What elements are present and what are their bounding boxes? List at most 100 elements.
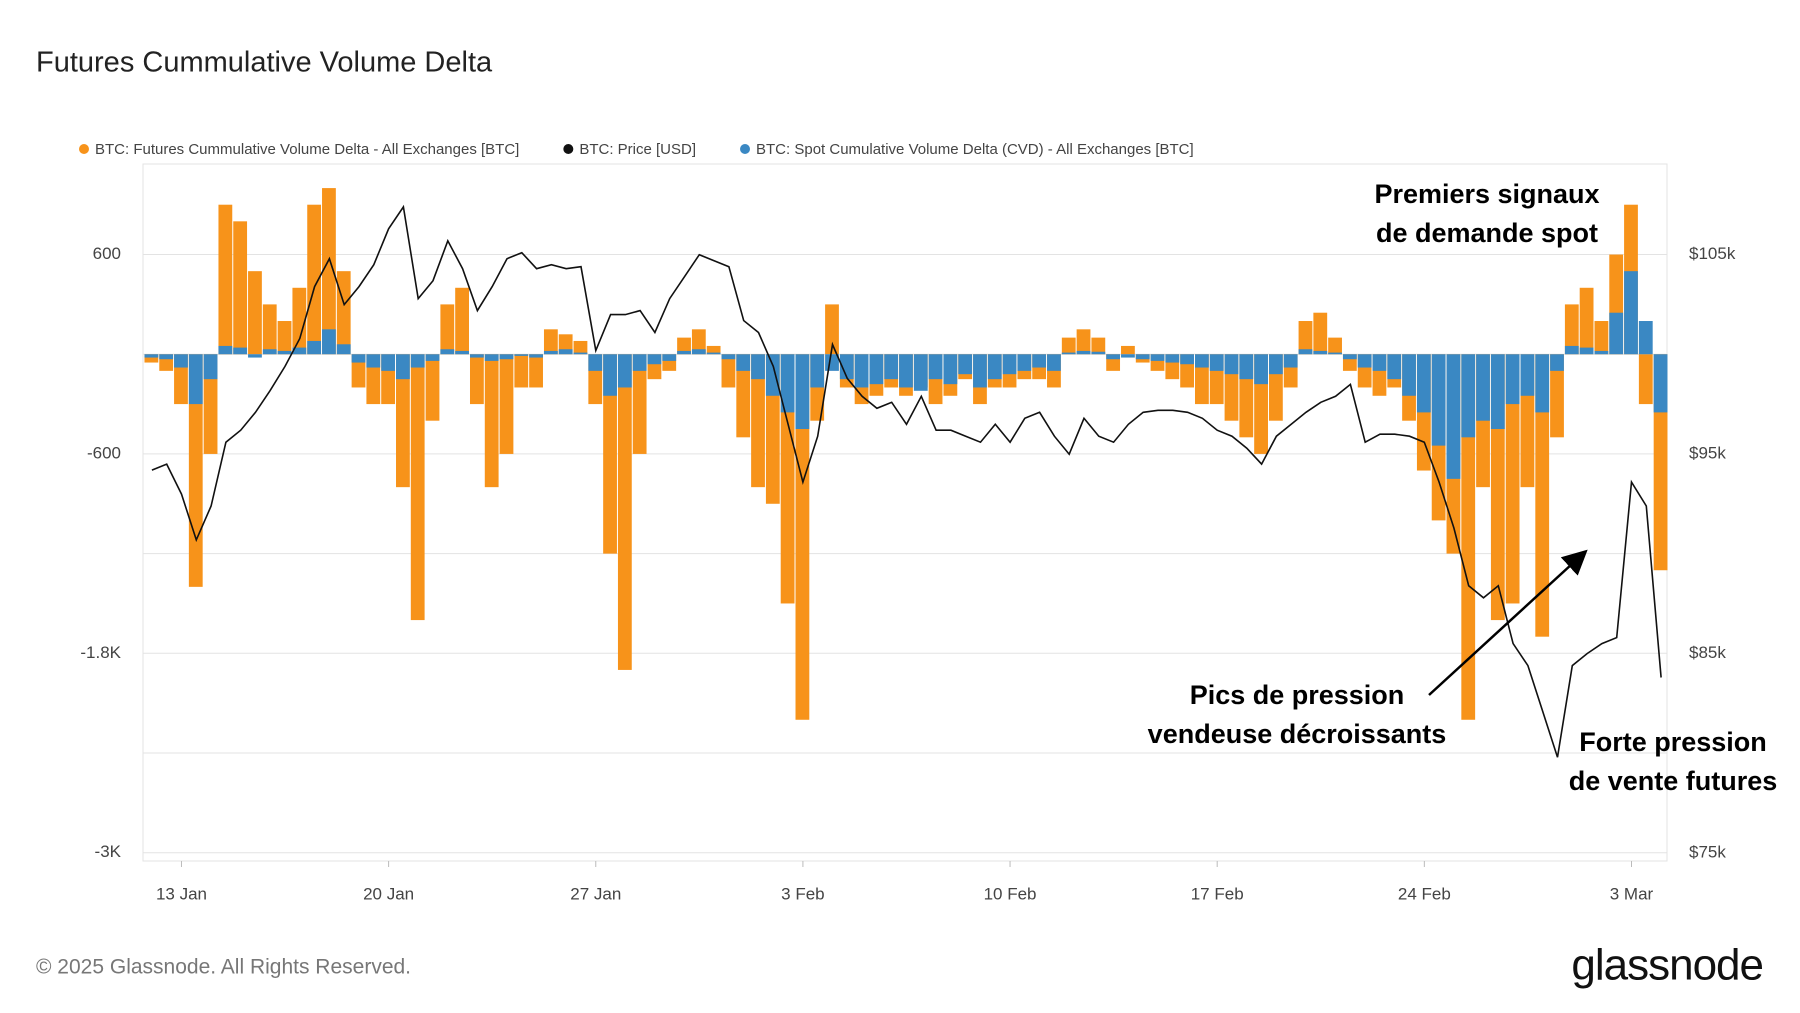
bar [1268,354,1283,375]
legend-label: BTC: Spot Cumulative Volume Delta (CVD) … [756,141,1194,158]
bar [484,354,499,361]
bar [1342,354,1357,360]
bar [632,354,647,454]
bar [514,354,529,356]
bar [1490,354,1505,430]
y2-tick-label: $75k [1689,843,1726,862]
bar [322,329,336,355]
bar [410,354,425,368]
bar [1076,329,1091,355]
bar [455,287,469,355]
legend-label: BTC: Price [USD] [579,141,696,158]
bar [1402,354,1416,396]
bar [1476,354,1490,421]
bar [1091,337,1106,355]
bar [1416,354,1431,413]
x-tick-label: 3 Feb [781,884,824,903]
bar [144,354,159,358]
bar [751,354,765,488]
bar [780,354,795,413]
bar [1328,352,1342,355]
bar [499,354,514,360]
bar [1047,354,1061,371]
bar [1550,354,1564,371]
bar [1594,350,1609,355]
annotation: Premiers signaux [1374,179,1599,209]
y2-tick-label: $95k [1689,444,1726,463]
bar [203,354,218,380]
bar [1387,354,1402,380]
y-tick-label: -3K [95,842,122,861]
bar [292,287,307,355]
bar [425,354,440,361]
bar [262,349,277,355]
bar [1017,354,1032,371]
bar [706,345,721,355]
bar [1624,271,1638,355]
bar [736,354,751,438]
bar [691,329,706,355]
bar [1505,354,1520,405]
bar [839,354,854,380]
bar [440,304,455,355]
bar [603,354,617,554]
x-tick-label: 3 Mar [1610,884,1654,903]
bar [662,354,677,361]
bar [174,354,188,368]
bar [1579,347,1594,355]
bar [218,345,233,355]
x-tick-label: 17 Feb [1191,884,1244,903]
bar [233,347,248,355]
x-tick-label: 27 Jan [570,884,621,903]
bar [484,354,499,488]
bar [1135,354,1150,360]
bar [928,354,943,380]
x-tick-label: 13 Jan [156,884,207,903]
bar [233,221,248,355]
bar [336,271,351,355]
bar [351,354,366,363]
logo: glassnode [1571,941,1763,990]
bar [1461,354,1476,438]
bar [1002,354,1017,375]
x-tick-label: 20 Jan [363,884,414,903]
bar [322,188,336,355]
bar [396,354,410,488]
bar [706,352,721,355]
bar [262,304,277,355]
bar [410,354,425,621]
bar [1180,354,1195,365]
bar [647,354,662,365]
bar [1357,354,1372,368]
bar [1076,350,1091,355]
bar [1535,354,1550,413]
bar [1520,354,1535,396]
bar [573,340,588,355]
bar [366,354,381,368]
bar [1121,345,1135,355]
bar [1106,354,1121,360]
bar [854,354,869,388]
bar [780,354,795,604]
bar [1165,354,1180,363]
bar [292,347,307,355]
bar [1313,312,1328,355]
bar [514,354,529,388]
y-tick-label: 600 [93,244,121,263]
bar [1446,354,1461,479]
bar [691,349,706,355]
bar [677,350,691,355]
x-tick-label: 24 Feb [1398,884,1451,903]
bar [884,354,899,380]
bar [1372,354,1387,371]
bar [795,354,810,720]
bar [248,354,262,358]
bar [1638,354,1653,405]
bar [248,271,262,355]
bar [469,354,484,405]
bar [543,350,558,355]
bar [825,304,839,355]
bar [617,354,632,388]
bar [958,354,973,375]
legend-marker [563,144,574,154]
